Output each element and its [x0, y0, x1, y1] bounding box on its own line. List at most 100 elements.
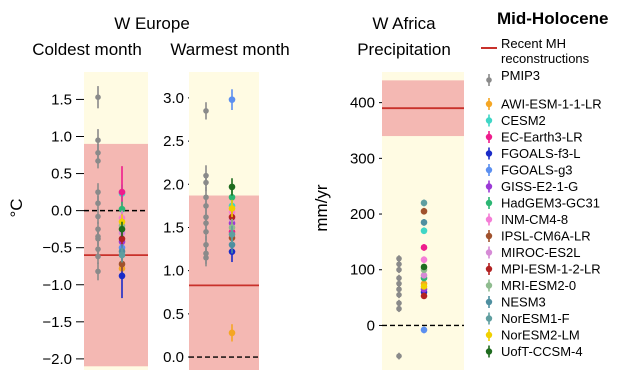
- y-tick-label: 1.5: [163, 219, 184, 236]
- legend-label: NorESM2-LM: [501, 328, 580, 343]
- legend-label: MPI-ESM-1-2-LR: [501, 262, 601, 277]
- y-tick-label: 0.5: [163, 306, 184, 323]
- legend-item-ec-earth3-lr: EC-Earth3-LR: [485, 130, 583, 145]
- y-tick-label: 2.5: [163, 133, 184, 150]
- y-tick-label: 1.0: [163, 263, 184, 280]
- model-point-awi-esm-1-1-lr: [228, 324, 236, 342]
- y-tick-label: 100: [350, 262, 375, 279]
- legend-swatch: [485, 180, 493, 193]
- y-tick-label: 1.5: [51, 91, 72, 108]
- legend-recon-label-2: reconstructions: [501, 51, 590, 66]
- panel1-title: Coldest month: [32, 40, 142, 59]
- plot-area: −2.0 −1.5 −1.0 −0.5 0.0 0.5 1.0 1.5 0.0 0.5 1.0 1.5…: [42, 72, 464, 370]
- legend-swatch: [485, 98, 493, 110]
- model-point-fgoals-g3: [420, 326, 428, 334]
- legend-swatch: [485, 114, 493, 127]
- panel-1: −2.0 −1.5 −1.0 −0.5 0.0 0.5 1.0 1.5: [42, 72, 148, 370]
- pmip3-point: [396, 266, 402, 274]
- legend-label: AWI-ESM-1-1-LR: [501, 97, 602, 112]
- model-point-noresm1-f: [118, 247, 126, 263]
- y-tick-label: 0: [367, 317, 375, 334]
- pmip3-point: [203, 249, 209, 267]
- legend-swatch: [485, 279, 493, 292]
- legend-label: IPSL-CM6A-LR: [501, 229, 591, 244]
- legend-swatch: [485, 230, 493, 242]
- y-tick-label: −1.5: [42, 314, 72, 331]
- legend-label: UofT-CCSM-4: [501, 344, 583, 359]
- y-tick-label: 1.0: [51, 128, 72, 145]
- legend-item-awi-esm-1-1-lr: AWI-ESM-1-1-LR: [485, 97, 602, 112]
- legend-item-cesm2: CESM2: [485, 113, 546, 128]
- model-point-noresm2-lm: [420, 283, 428, 290]
- legend-item-uoft-ccsm-4: UofT-CCSM-4: [485, 344, 583, 359]
- header-w-europe: W Europe: [114, 14, 190, 33]
- legend-pmip3-label: PMIP3: [501, 68, 540, 83]
- pmip3-point: [95, 195, 101, 211]
- model-point-cesm2: [420, 227, 428, 235]
- legend-item-mpi-esm-1-2-lr: MPI-ESM-1-2-LR: [485, 262, 601, 277]
- pmip3-point: [203, 102, 209, 120]
- legend-swatch: [485, 147, 493, 160]
- legend-label: GISS-E2-1-G: [501, 179, 578, 194]
- model-point-fgoals-g3: [228, 89, 236, 111]
- panel2-title: Warmest month: [170, 40, 289, 59]
- legend-swatch: [485, 296, 493, 308]
- legend-label: NESM3: [501, 295, 546, 310]
- legend-label: EC-Earth3-LR: [501, 130, 583, 145]
- model-point-ec-earth3-lr: [420, 244, 428, 251]
- legend-swatch: [485, 329, 493, 341]
- legend-swatch: [485, 246, 493, 259]
- legend-label: CESM2: [501, 113, 546, 128]
- legend-item-fgoals-g3: FGOALS-g3: [485, 163, 573, 178]
- legend-label: HadGEM3-GC31: [501, 196, 600, 211]
- model-point-mpi-esm-1-2-lr: [420, 292, 428, 300]
- legend-label: FGOALS-f3-L: [501, 146, 580, 161]
- legend-label: MRI-ESM2-0: [501, 278, 576, 293]
- legend-pmip3-swatch: [486, 74, 492, 86]
- legend-item-giss-e2-1-g: GISS-E2-1-G: [485, 179, 578, 194]
- legend-swatch: [485, 164, 493, 176]
- legend-swatch: [485, 312, 493, 325]
- pmip3-point: [95, 209, 101, 224]
- model-point-uoft-ccsm-4: [420, 263, 428, 271]
- legend: Mid-Holocene Recent MH reconstructions P…: [481, 9, 608, 359]
- legend-item-noresm2-lm: NorESM2-LM: [485, 328, 580, 343]
- panel3-title: Precipitation: [357, 40, 451, 59]
- legend-item-fgoals-f3-l: FGOALS-f3-L: [485, 146, 580, 161]
- legend-item-nesm3: NESM3: [485, 295, 546, 310]
- legend-label: FGOALS-g3: [501, 163, 573, 178]
- panel-3: 0 100 200 300 400: [350, 72, 464, 370]
- legend-item-inm-cm4-8: INM-CM4-8: [485, 212, 568, 227]
- legend-swatch: [485, 131, 493, 143]
- model-point-inm-cm4-8: [420, 256, 428, 264]
- legend-swatch: [485, 213, 493, 226]
- y-tick-label: 200: [350, 206, 375, 223]
- pmip3-point: [396, 352, 402, 360]
- model-point-noresm2-lm: [228, 199, 236, 218]
- model-point-nesm3: [420, 219, 428, 226]
- y-tick-label: −0.5: [42, 240, 72, 257]
- reconstruction-range: [189, 195, 259, 370]
- model-point-miroc-es2l: [420, 272, 428, 279]
- panel1-ylabel: °C: [7, 198, 26, 217]
- legend-label: INM-CM4-8: [501, 212, 568, 227]
- pmip3-point: [95, 249, 101, 264]
- pmip3-point: [95, 153, 101, 169]
- model-point-uoft-ccsm-4: [118, 221, 126, 237]
- legend-swatch: [485, 263, 493, 275]
- panel3-ylabel: mm/yr: [312, 184, 331, 232]
- legend-item-ipsl-cm6a-lr: IPSL-CM6A-LR: [485, 229, 591, 244]
- y-tick-label: −2.0: [42, 351, 72, 368]
- panel-2: 0.0 0.5 1.0 1.5 2.0 2.5 3.0: [163, 72, 259, 370]
- legend-item-miroc-es2l: MIROC-ES2L: [485, 245, 580, 260]
- model-point-noresm1-f: [228, 225, 236, 244]
- legend-recon-label-1: Recent MH: [501, 36, 566, 51]
- pmip3-point: [95, 262, 101, 281]
- legend-label: NorESM1-F: [501, 311, 570, 326]
- y-tick-label: 2.0: [163, 176, 184, 193]
- legend-swatch: [485, 345, 493, 358]
- pmip3-point: [396, 305, 402, 313]
- legend-title: Mid-Holocene: [497, 9, 608, 28]
- header-w-africa: W Africa: [372, 14, 436, 33]
